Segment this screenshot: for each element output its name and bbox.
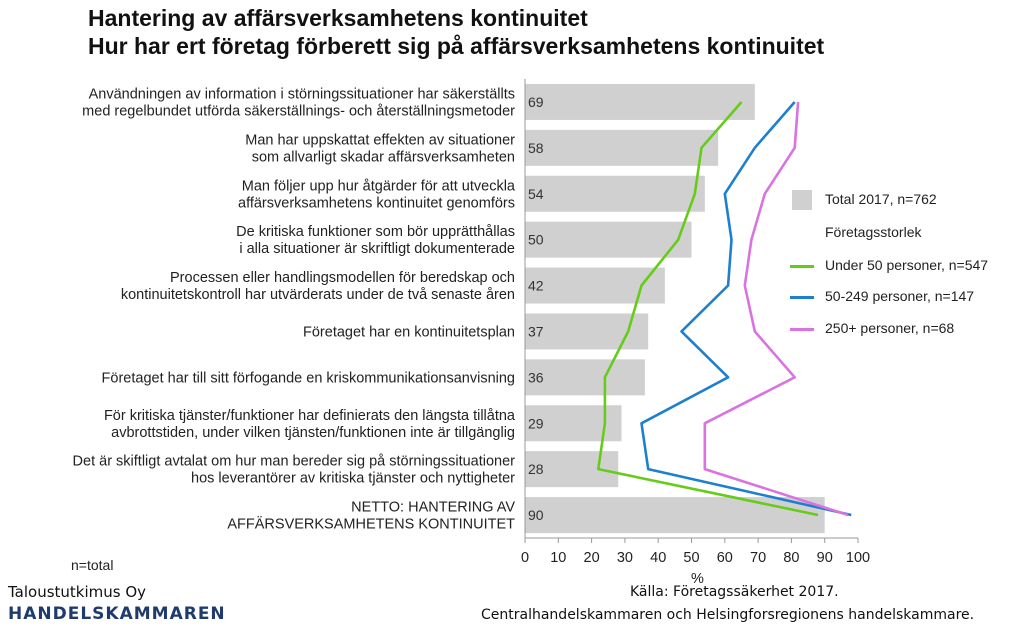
category-label-1-0: Man har uppskattat effekten av situation…	[245, 132, 515, 148]
x-tick-label-1: 10	[550, 550, 566, 566]
x-tick-label-4: 40	[650, 550, 666, 566]
bar-value-label-8: 28	[528, 461, 544, 477]
legend-label-total: Total 2017, n=762	[825, 191, 937, 207]
bar-value-label-7: 29	[528, 415, 544, 431]
bar-1	[525, 129, 719, 166]
series-line-3	[703, 101, 849, 517]
bar-value-label-0: 69	[528, 94, 544, 110]
bar-6	[525, 359, 645, 396]
x-tick-label-2: 20	[584, 550, 600, 566]
category-label-4-0: Processen eller handlingsmodellen för be…	[170, 270, 515, 286]
category-label-7-1: avbrottstiden, under vilken tjänsten/fun…	[111, 425, 515, 441]
x-tick-label-8: 80	[783, 550, 799, 566]
legend-swatch-under50	[790, 265, 814, 268]
bar-4	[525, 267, 665, 304]
category-label-2-1: affärsverksamhetens kontinuitet genomför…	[238, 195, 515, 211]
series-line-1	[596, 101, 819, 517]
source-line-2: Centralhandelskammaren och Helsingforsre…	[481, 607, 975, 623]
legend-label-250plus: 250+ personer, n=68	[825, 320, 955, 336]
legend-label-50-249: 50-249 personer, n=147	[825, 288, 975, 304]
category-label-2-0: Man följer upp hur åtgärder för att utve…	[242, 178, 516, 194]
bar-value-label-6: 36	[528, 369, 544, 385]
title-line-2: Hur har ert företag förberett sig på aff…	[88, 33, 825, 59]
category-label-1-1: som allvarligt skadar affärsverksamheten	[252, 149, 515, 165]
category-label-3-0: De kritiska funktioner som bör upprätthå…	[236, 224, 515, 240]
bar-value-label-2: 54	[528, 186, 544, 202]
series-line-2	[640, 101, 852, 517]
legend-swatch-250plus	[790, 328, 814, 331]
x-tick-label-3: 30	[617, 550, 633, 566]
x-axis-label: %	[691, 571, 704, 587]
bar-value-label-9: 90	[528, 507, 544, 523]
x-tick-label-6: 60	[717, 550, 733, 566]
category-label-7-0: För kritiska tjänster/funktioner har def…	[104, 408, 516, 424]
org-logo-text: HANDELSKAMMAREN	[8, 604, 226, 624]
legend-heading-text: Företagsstorlek	[825, 224, 922, 240]
chart-title: Hantering av affärsverksamhetens kontinu…	[88, 4, 824, 60]
source-line-1: Källa: Företagssäkerhet 2017.	[630, 584, 839, 600]
category-label-4-1: kontinuitetskontroll har utvärderats und…	[121, 287, 515, 303]
bar-value-label-3: 50	[528, 232, 544, 248]
x-tick-label-7: 70	[750, 550, 766, 566]
x-tick-label-5: 50	[683, 550, 699, 566]
category-label-9-1: AFFÄRSVERKSAMHETENS KONTINUITET	[227, 516, 515, 533]
bar-value-label-5: 37	[528, 323, 544, 339]
x-tick-label-9: 90	[817, 550, 833, 566]
category-label-5-0: Företaget har en kontinuitetsplan	[303, 324, 515, 340]
category-label-0-1: med regelbundet utförda säkerställnings-…	[82, 103, 515, 119]
category-label-9-0: NETTO: HANTERING AV	[351, 500, 515, 516]
bar-0	[525, 83, 755, 120]
x-tick-label-0: 0	[521, 550, 529, 566]
base-note: n=total	[71, 557, 114, 573]
category-label-8-0: Det är skiftligt avtalat om hur man bere…	[73, 454, 516, 470]
category-label-0-0: Användningen av information i störningss…	[89, 86, 515, 102]
bar-3	[525, 221, 692, 258]
category-label-8-1: hos leverantörer av kritiska tjänster oc…	[191, 471, 515, 487]
bar-value-label-1: 58	[528, 140, 544, 156]
legend-swatch-total	[792, 190, 812, 210]
bar-9	[525, 497, 825, 534]
bar-value-label-4: 42	[528, 278, 544, 294]
legend-swatch-50-249	[790, 296, 814, 299]
title-line-1: Hantering av affärsverksamhetens kontinu…	[88, 5, 588, 31]
category-label-6-0: Företaget har till sitt förfogande en kr…	[102, 370, 515, 386]
x-tick-label-10: 100	[846, 550, 870, 566]
bar-2	[525, 175, 705, 212]
category-label-3-1: i alla situationer är skriftligt dokumen…	[239, 241, 515, 257]
org-name: Taloustutkimus Oy	[8, 583, 147, 601]
legend-label-under50: Under 50 personer, n=547	[825, 257, 989, 273]
